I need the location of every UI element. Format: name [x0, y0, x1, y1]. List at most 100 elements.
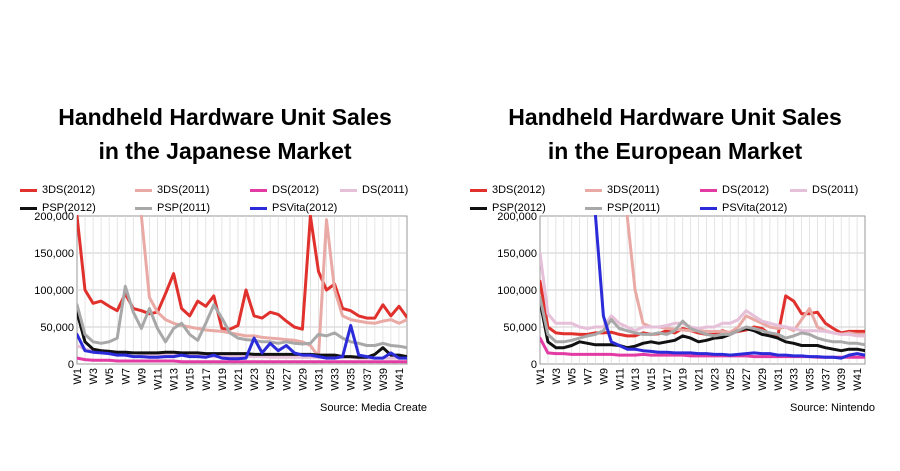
legend-swatch [250, 188, 267, 192]
legend-label: DS(2011) [362, 184, 409, 196]
legend-item: PSP(2012) [470, 200, 546, 216]
x-tick-label: W13 [169, 368, 181, 391]
x-tick-label: W35 [805, 368, 817, 391]
legend-item: 3DS(2012) [470, 182, 545, 198]
x-tick-label: W25 [265, 368, 277, 391]
series-line-psvita-2012 [594, 215, 865, 360]
chart-panel-europe: Handheld Hardware Unit Sales in the Euro… [450, 0, 900, 471]
legend-item: DS(2012) [700, 182, 769, 198]
x-tick-label: W7 [583, 368, 595, 385]
chart-source: Source: Nintendo [790, 402, 875, 414]
legend-label: PSP(2012) [42, 202, 96, 214]
legend-swatch [700, 188, 717, 192]
chart-source: Source: Media Create [320, 402, 427, 414]
series-line-psp-2012 [77, 310, 407, 359]
x-tick-label: W29 [297, 368, 309, 391]
chart-legend: 3DS(2012) 3DS(2011) DS(2012) DS(2011) PSP(20… [470, 182, 890, 216]
x-tick-label: W21 [233, 368, 245, 391]
legend-item: PSVita(2012) [250, 200, 337, 216]
legend-item: 3DS(2012) [20, 182, 95, 198]
legend-item: DS(2012) [250, 182, 319, 198]
legend-swatch [585, 188, 602, 192]
x-tick-label: W15 [646, 368, 658, 391]
legend-item: PSP(2012) [20, 200, 96, 216]
legend-label: 3DS(2012) [42, 184, 96, 196]
legend-swatch [700, 206, 717, 210]
x-tick-label: W23 [249, 368, 261, 391]
legend-item: DS(2011) [340, 182, 408, 198]
series-line-3ds-2011 [139, 215, 407, 359]
legend-swatch [470, 188, 487, 192]
x-tick-label: W15 [185, 368, 197, 391]
x-tick-label: W5 [104, 368, 116, 385]
x-tick-label: W9 [136, 368, 148, 385]
x-tick-label: W33 [330, 368, 342, 391]
x-tick-label: W13 [630, 368, 642, 391]
legend-swatch [585, 206, 602, 210]
y-tick-label: 150,000 [497, 248, 537, 260]
chart-title: Handheld Hardware Unit Sales in the Japa… [58, 104, 392, 164]
y-tick-label: 50,000 [503, 322, 537, 334]
x-tick-label: W3 [88, 368, 100, 385]
legend-label: DS(2011) [812, 184, 859, 196]
x-tick-label: W23 [709, 368, 721, 391]
series-line-ds-2011 [540, 251, 865, 338]
x-tick-label: W1 [72, 368, 84, 385]
x-tick-label: W25 [725, 368, 737, 391]
x-tick-label: W17 [662, 368, 674, 391]
x-tick-label: W27 [281, 368, 293, 391]
x-tick-label: W31 [313, 368, 325, 391]
y-tick-label: 100,000 [497, 285, 537, 297]
y-tick-label: 100,000 [34, 285, 74, 297]
x-tick-label: W19 [217, 368, 229, 391]
series-line-psvita-2012 [77, 324, 407, 361]
legend-swatch [790, 188, 807, 192]
legend-item: 3DS(2011) [585, 182, 659, 198]
x-tick-label: W11 [152, 368, 164, 390]
x-tick-label: W41 [394, 368, 406, 391]
legend-label: DS(2012) [272, 184, 320, 196]
y-tick-label: 0 [531, 359, 537, 371]
chart-panel-japan: Handheld Hardware Unit Sales in the Japa… [20, 104, 440, 414]
x-tick-label: W39 [836, 368, 848, 391]
legend-item: PSP(2011) [135, 200, 210, 216]
series-line-ds-2012 [77, 356, 407, 364]
legend-label: PSP(2011) [157, 202, 210, 214]
legend-item: PSVita(2012) [700, 200, 787, 216]
x-tick-label: W9 [598, 368, 610, 385]
y-tick-label: 50,000 [40, 322, 74, 334]
legend-item: 3DS(2011) [135, 182, 209, 198]
legend-label: 3DS(2011) [607, 184, 660, 196]
legend-swatch [135, 206, 152, 210]
y-tick-label: 200,000 [34, 211, 74, 223]
x-tick-label: W35 [346, 368, 358, 391]
legend-swatch [20, 188, 37, 192]
legend-label: 3DS(2011) [157, 184, 210, 196]
legend-item: PSP(2011) [585, 200, 660, 216]
series-line-3ds-2012 [77, 215, 407, 331]
legend-swatch [20, 206, 37, 210]
x-tick-label: W7 [120, 368, 132, 385]
x-tick-label: W29 [757, 368, 769, 391]
y-tick-label: 150,000 [34, 248, 74, 260]
chart-legend: 3DS(2012) 3DS(2011) DS(2012) DS(2011) PSP(20… [20, 182, 440, 216]
x-tick-label: W11 [614, 368, 626, 390]
legend-label: 3DS(2012) [492, 184, 546, 196]
legend-label: PSVita(2012) [272, 202, 338, 214]
x-tick-label: W21 [694, 368, 706, 391]
series-line-psp-2011 [540, 295, 865, 347]
x-tick-label: W31 [773, 368, 785, 391]
legend-swatch [250, 206, 267, 210]
y-tick-label: 0 [68, 359, 74, 371]
legend-swatch [135, 188, 152, 192]
series-line-psp-2011 [77, 284, 407, 350]
chart-title: Handheld Hardware Unit Sales in the Euro… [508, 104, 842, 164]
x-tick-label: W3 [551, 368, 563, 385]
x-tick-label: W5 [567, 368, 579, 385]
x-tick-label: W33 [789, 368, 801, 391]
legend-swatch [340, 188, 357, 192]
x-tick-label: W19 [678, 368, 690, 391]
x-tick-label: W37 [820, 368, 832, 391]
